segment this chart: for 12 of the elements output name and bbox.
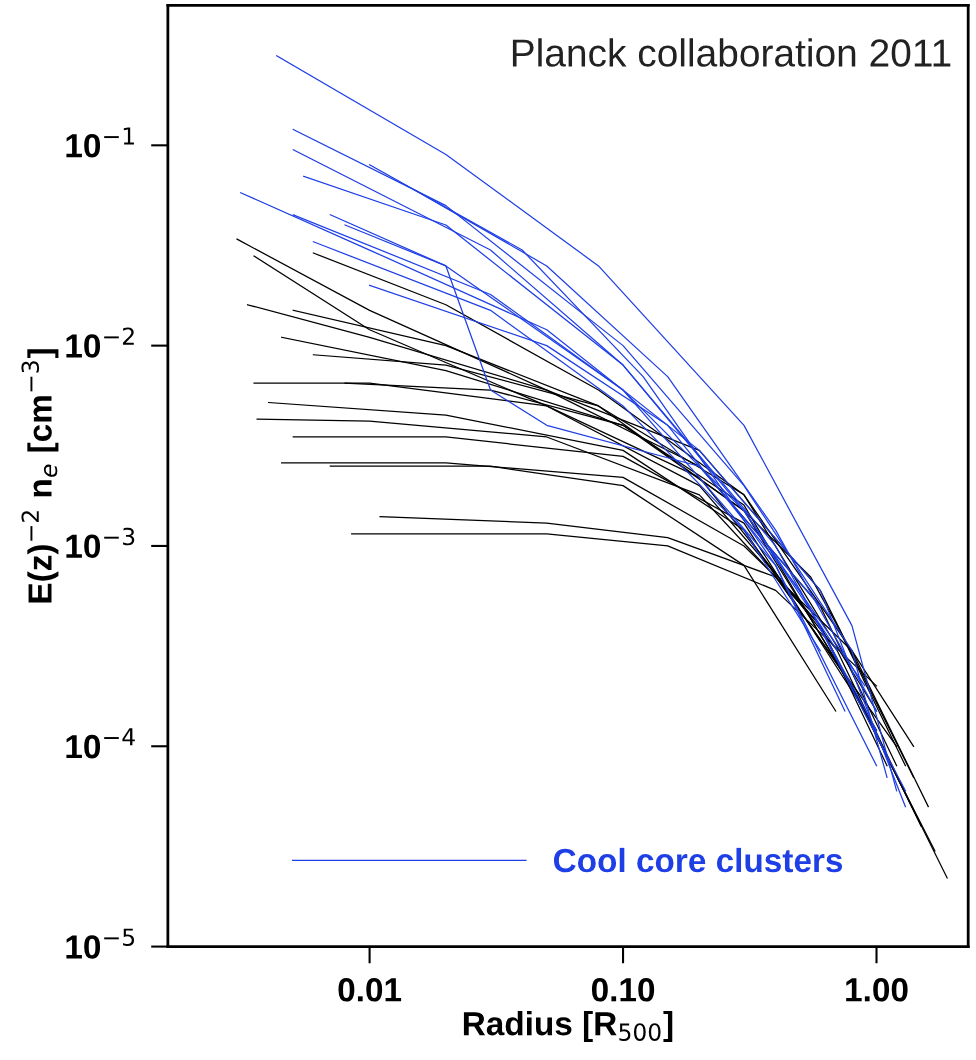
text: Cool core clusters xyxy=(553,847,843,873)
y-tick-label: 10$^{−2}$ xyxy=(66,327,134,358)
y-tick-label: 10$^{−3}$ xyxy=(66,527,135,559)
x-tick-label: 0.10 xyxy=(591,978,655,1002)
y-tick-label: 10$^{−4}$ xyxy=(66,728,135,759)
x-tick-label: 0.01 xyxy=(338,978,402,1002)
y-tick-label: 10$^{−1}$ xyxy=(66,127,134,158)
x-axis-title: Radius [R$_{500}$] xyxy=(463,1010,673,1043)
y-axis-title: E(z)$^{−2}$ n$_{e}$ [cm$^{−3}$] xyxy=(21,349,59,603)
x-tick-label: 1.00 xyxy=(846,978,908,1002)
y-tick-label: 10$^{−5}$ xyxy=(66,928,135,959)
annotation: Planck collaboration 2011 xyxy=(512,38,951,67)
